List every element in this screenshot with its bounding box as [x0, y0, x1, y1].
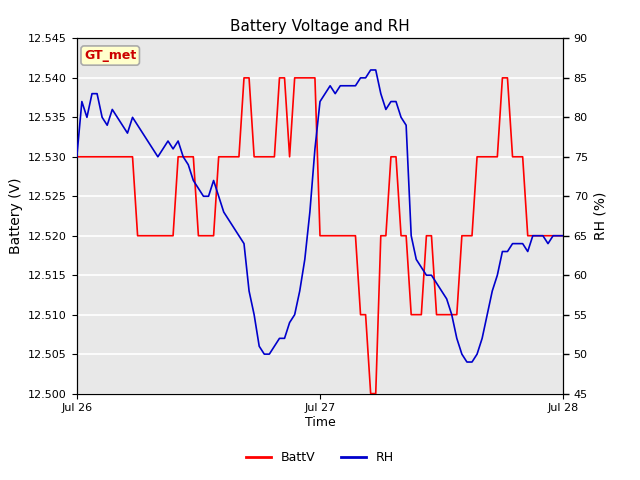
Y-axis label: RH (%): RH (%): [593, 192, 607, 240]
Text: GT_met: GT_met: [84, 49, 136, 62]
X-axis label: Time: Time: [305, 416, 335, 429]
Title: Battery Voltage and RH: Battery Voltage and RH: [230, 20, 410, 35]
Y-axis label: Battery (V): Battery (V): [9, 178, 22, 254]
Legend: BattV, RH: BattV, RH: [241, 446, 399, 469]
